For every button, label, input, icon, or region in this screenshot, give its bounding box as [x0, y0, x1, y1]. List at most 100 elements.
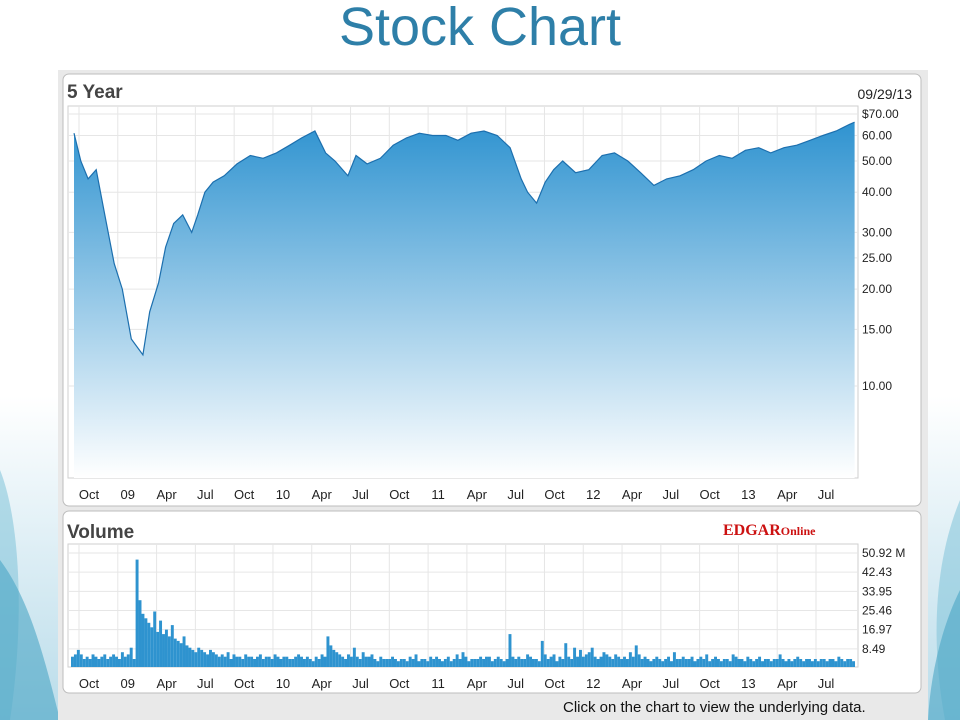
volume-bar — [241, 659, 245, 667]
volume-x-tick-label: Oct — [234, 676, 255, 691]
volume-bar — [167, 636, 171, 667]
volume-bar — [640, 659, 644, 667]
volume-bar — [185, 645, 189, 667]
volume-bar — [775, 659, 779, 667]
volume-bar — [267, 656, 271, 667]
volume-bar — [517, 656, 521, 667]
volume-bar — [391, 656, 394, 667]
volume-bar — [602, 652, 606, 667]
volume-bar — [302, 659, 306, 667]
volume-bar — [746, 656, 750, 667]
volume-bar — [834, 661, 838, 667]
volume-bar — [247, 656, 251, 667]
price-y-tick-label: 15.00 — [862, 322, 892, 336]
price-y-tick-label: 50.00 — [862, 154, 892, 168]
volume-bar — [652, 659, 656, 667]
volume-bar — [799, 659, 803, 667]
volume-bar — [752, 661, 756, 667]
volume-bar — [235, 656, 239, 667]
volume-bar — [496, 656, 500, 667]
volume-x-tick-label: Jul — [507, 676, 524, 691]
volume-bar — [564, 643, 568, 667]
volume-bar — [693, 661, 697, 667]
volume-x-tick-label: Oct — [700, 676, 721, 691]
volume-bar — [305, 656, 309, 667]
volume-bar — [740, 659, 744, 667]
volume-y-tick-label: 8.49 — [862, 642, 886, 656]
volume-bar — [97, 659, 101, 667]
volume-bar — [455, 654, 459, 667]
volume-bar — [203, 652, 207, 667]
price-x-tick-label: Apr — [777, 487, 798, 502]
volume-bar — [126, 654, 130, 667]
volume-bar — [226, 652, 230, 667]
volume-bar — [793, 659, 797, 667]
volume-bar — [144, 618, 148, 667]
price-series — [73, 121, 855, 478]
price-x-tick-label: 12 — [586, 487, 600, 502]
price-x-tick-label: Apr — [467, 487, 488, 502]
volume-bar — [482, 659, 486, 667]
volume-bar — [623, 656, 626, 667]
volume-y-tick-label: 42.43 — [862, 565, 892, 579]
volume-bar — [405, 661, 409, 667]
volume-bar — [511, 656, 515, 667]
price-x-tick-label: Oct — [389, 487, 410, 502]
volume-bar — [687, 659, 691, 667]
volume-bar — [502, 661, 506, 667]
volume-bar — [326, 636, 330, 667]
volume-bar — [106, 659, 110, 667]
volume-bar — [672, 652, 676, 667]
volume-bar — [493, 659, 497, 667]
volume-bar — [238, 656, 242, 667]
stock-chart-widget[interactable]: 5 Year 09/29/13 $70.00 60.00 50.00 40.00 30.… — [58, 70, 928, 720]
volume-bar — [649, 661, 653, 667]
volume-bar — [526, 654, 530, 667]
volume-bar — [288, 659, 292, 667]
price-area — [74, 122, 855, 478]
edgar-logo-part2: Online — [781, 524, 816, 538]
volume-bar — [100, 656, 104, 667]
price-y-tick-label: 40.00 — [862, 185, 892, 199]
price-x-tick-label: Apr — [312, 487, 333, 502]
volume-bar — [655, 656, 659, 667]
volume-bar — [329, 645, 333, 667]
price-x-tick-label: Oct — [544, 487, 565, 502]
volume-bar — [699, 656, 703, 667]
volume-bar — [523, 659, 527, 667]
volume-bar — [120, 652, 124, 667]
price-x-tick-label: Oct — [700, 487, 721, 502]
price-y-axis: $70.00 60.00 50.00 40.00 30.00 25.00 20.00 15.0… — [862, 107, 899, 393]
volume-bar — [223, 656, 227, 667]
edgar-logo-part1: EDGAR — [723, 522, 781, 539]
price-x-tick-label: Apr — [622, 487, 643, 502]
volume-bar — [82, 659, 86, 667]
volume-bar — [373, 659, 377, 667]
volume-bar — [285, 656, 289, 667]
volume-bar — [467, 661, 471, 667]
volume-bar — [499, 659, 503, 667]
volume-bar — [552, 654, 556, 667]
volume-x-tick-label: Jul — [818, 676, 835, 691]
volume-bar — [810, 661, 814, 667]
volume-bar — [297, 654, 301, 667]
volume-bar — [476, 659, 480, 667]
volume-bar — [253, 659, 256, 667]
volume-bar — [217, 656, 221, 667]
volume-bar — [731, 654, 735, 667]
footer-note[interactable]: Click on the chart to view the underlyin… — [563, 699, 866, 716]
volume-bar — [605, 654, 609, 667]
stock-chart[interactable]: 5 Year 09/29/13 $70.00 60.00 50.00 40.00 30.… — [58, 70, 928, 720]
volume-bar — [355, 656, 359, 667]
volume-bar — [816, 661, 820, 667]
volume-bar — [487, 656, 491, 667]
volume-bar — [625, 659, 629, 667]
volume-bar — [270, 659, 274, 667]
volume-bar — [734, 656, 738, 667]
volume-bar — [367, 656, 371, 667]
volume-bar — [179, 643, 183, 667]
volume-bar — [620, 659, 624, 667]
volume-x-tick-label: Jul — [663, 676, 680, 691]
volume-bar — [549, 656, 553, 667]
volume-bar — [781, 659, 785, 667]
